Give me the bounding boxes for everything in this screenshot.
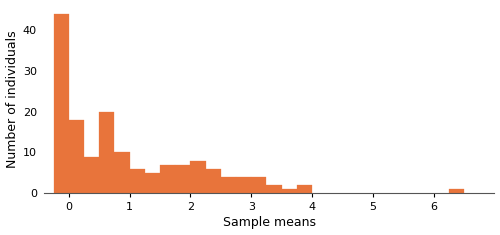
Bar [145,173,160,193]
Y-axis label: Number of individuals: Number of individuals [6,31,18,168]
X-axis label: Sample means: Sample means [223,216,316,229]
Bar [190,161,206,193]
Bar [54,14,69,193]
Bar [69,120,84,193]
Bar [236,177,251,193]
Bar [282,189,297,193]
Bar [160,165,175,193]
Bar [449,189,464,193]
Bar [84,157,99,193]
Bar [114,153,130,193]
Bar [266,185,281,193]
Bar [206,169,221,193]
Bar [297,185,312,193]
Bar [251,177,266,193]
Bar [221,177,236,193]
Bar [99,112,114,193]
Bar [130,169,145,193]
Bar [175,165,190,193]
